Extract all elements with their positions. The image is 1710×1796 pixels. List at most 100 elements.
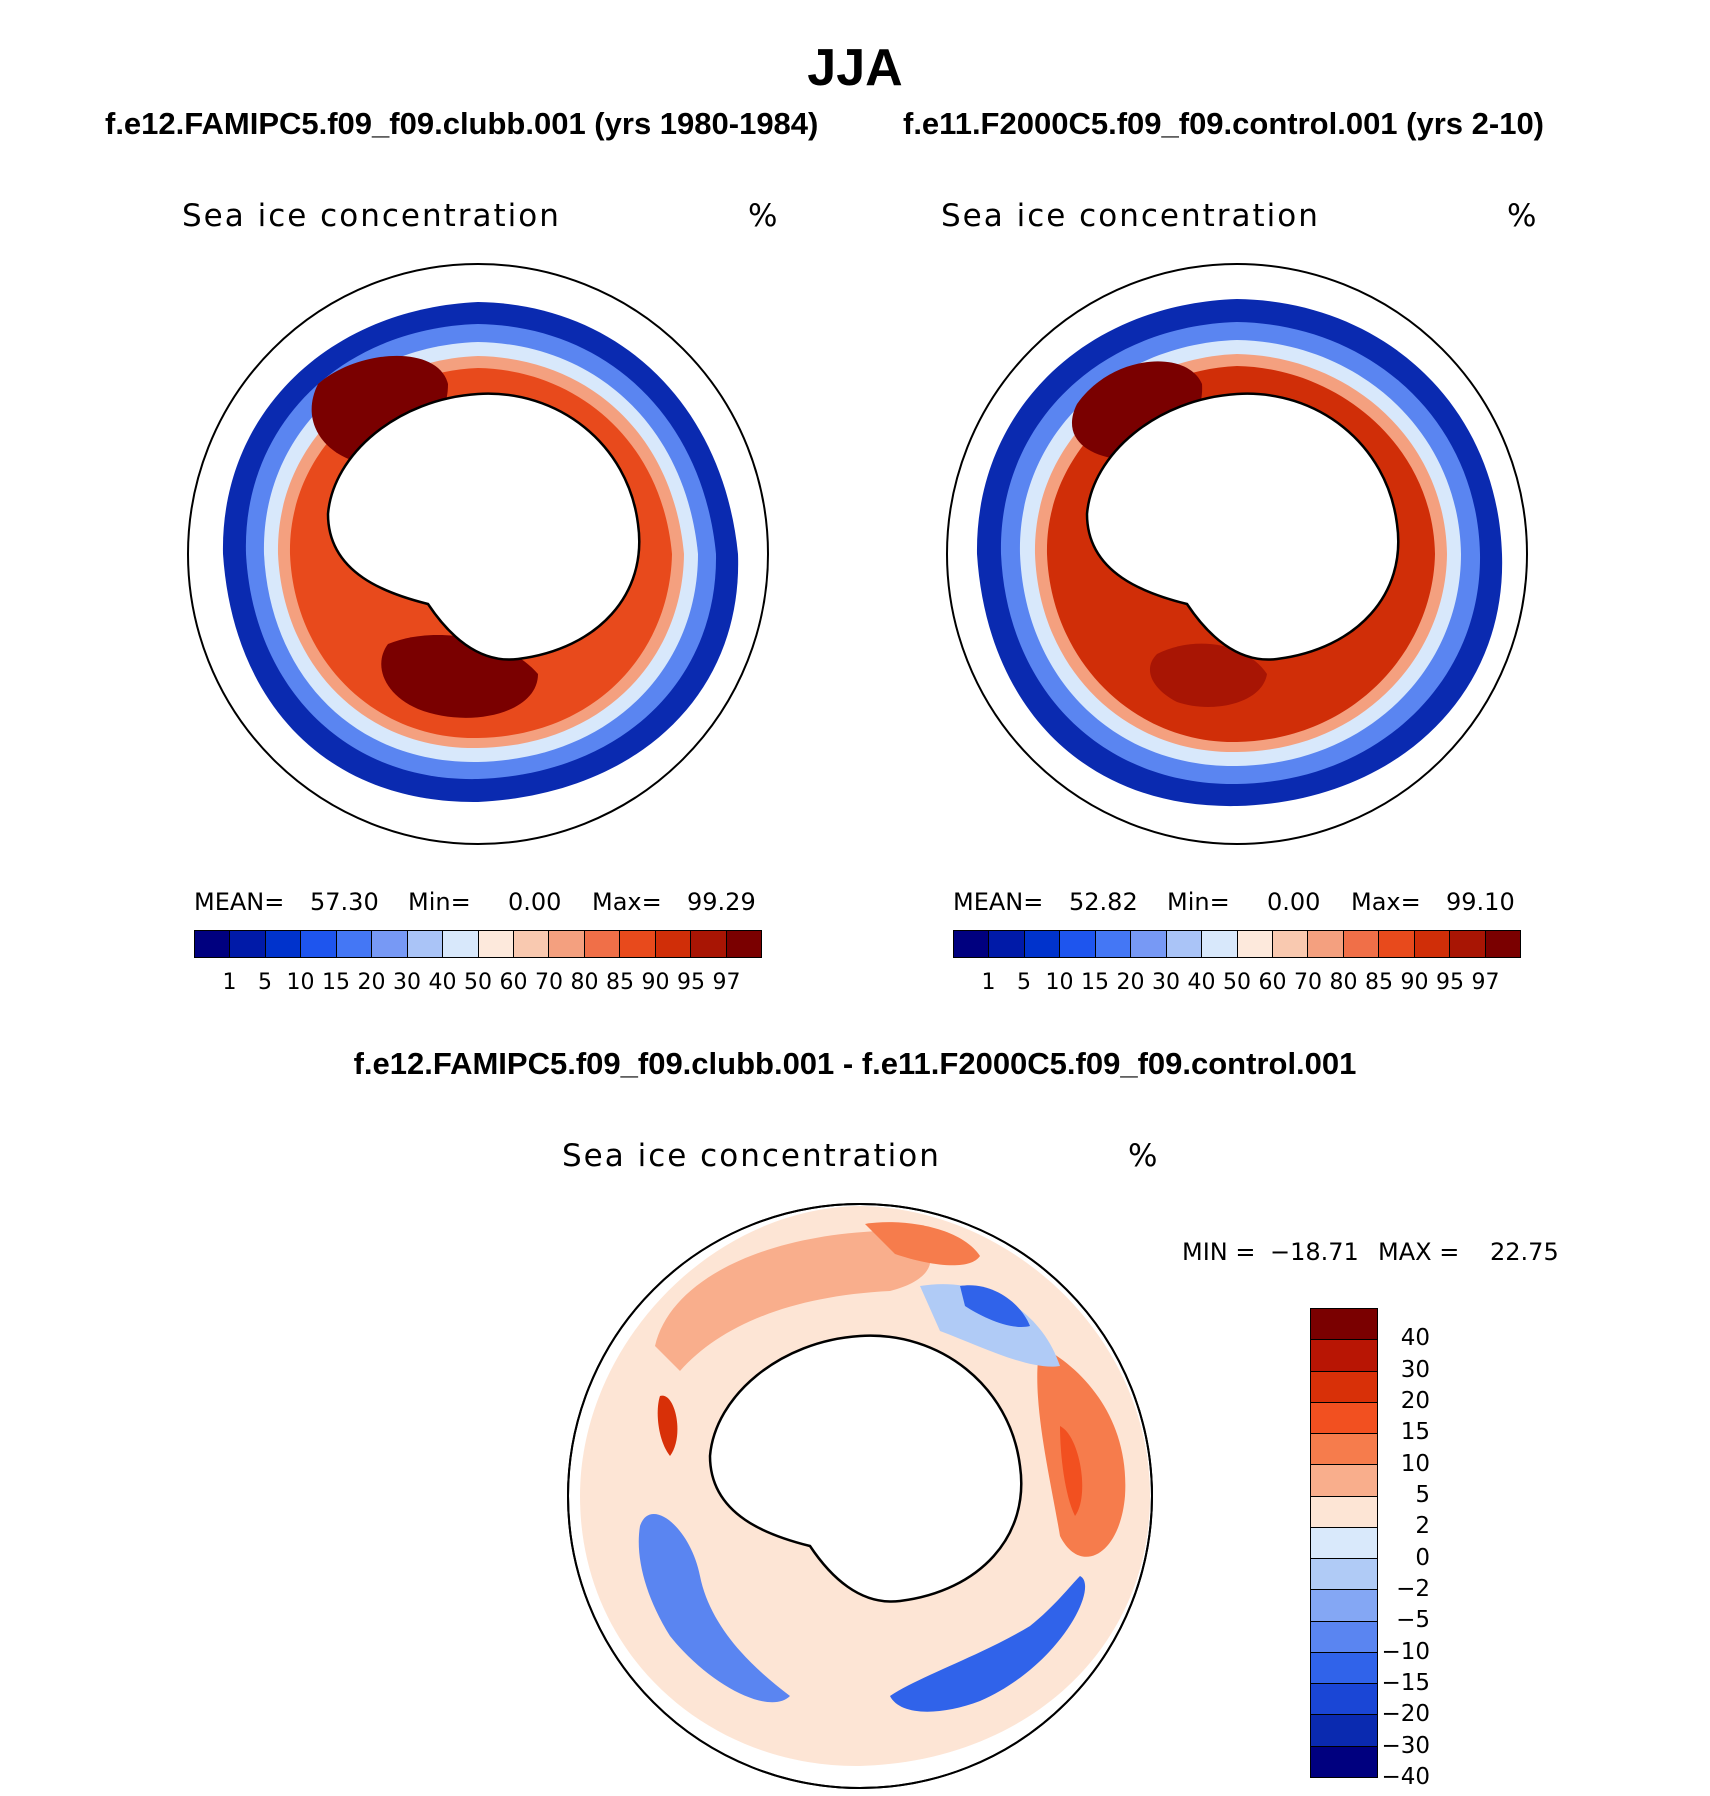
colorbar-swatch: [1308, 931, 1344, 957]
diff-panel-variable: Sea ice concentration: [562, 1138, 941, 1174]
panel-1-units: %: [748, 198, 778, 234]
colorbar-tick-label: −30: [1381, 1732, 1430, 1759]
colorbar-swatch: [1311, 1402, 1377, 1435]
panel-2-mean-value: 52.82: [1069, 888, 1138, 916]
colorbar-tick-label: 85: [606, 970, 634, 995]
panel-1-mean-label: MEAN=: [194, 888, 285, 916]
colorbar-swatch: [1311, 1309, 1377, 1341]
colorbar-tick-label: 20: [1400, 1388, 1430, 1414]
panel-1-max-label: Max=: [592, 888, 662, 916]
panel-1-polar-map: [187, 263, 769, 845]
panel-1-variable: Sea ice concentration: [182, 198, 561, 234]
panel-1-max-value: 99.29: [687, 888, 756, 916]
colorbar-tick-label: −15: [1381, 1670, 1430, 1696]
diff-max-value: 22.75: [1490, 1238, 1559, 1266]
colorbar-swatch: [336, 931, 373, 957]
diff-panel-title: f.e12.FAMIPC5.f09_f09.clubb.001 - f.e11.…: [353, 1046, 1357, 1081]
colorbar-tick-label: 97: [1471, 970, 1500, 995]
colorbar-swatch: [1237, 931, 1273, 957]
panel-2-colorbar: [953, 930, 1521, 958]
colorbar-swatch: [1272, 931, 1309, 957]
panel-2-units: %: [1507, 198, 1537, 234]
panel-1-title: f.e12.FAMIPC5.f09_f09.clubb.001 (yrs 198…: [105, 106, 819, 141]
panel-2-min-value: 0.00: [1267, 888, 1321, 916]
colorbar-swatch: [1485, 931, 1520, 957]
colorbar-swatch: [1095, 931, 1132, 957]
panel-1-min-value: 0.00: [508, 888, 562, 916]
colorbar-tick-label: 10: [1045, 970, 1074, 995]
colorbar-tick-label: −20: [1381, 1701, 1430, 1728]
colorbar-tick-label: 10: [286, 970, 315, 995]
colorbar-swatch: [1311, 1746, 1377, 1777]
colorbar-tick-label: 40: [428, 970, 457, 995]
colorbar-tick-label: 50: [1223, 970, 1251, 995]
colorbar-swatch: [1311, 1590, 1377, 1622]
colorbar-swatch: [301, 931, 337, 957]
colorbar-swatch: [1311, 1496, 1377, 1528]
diff-max-label: MAX =: [1378, 1238, 1460, 1266]
colorbar-swatch: [1343, 931, 1380, 957]
colorbar-tick-label: −40: [1381, 1764, 1430, 1790]
panel-2-max-label: Max=: [1351, 888, 1421, 916]
colorbar-tick-label: 30: [1152, 970, 1180, 995]
colorbar-swatch: [1414, 931, 1451, 957]
colorbar-swatch: [1311, 1527, 1377, 1560]
colorbar-tick-label: 10: [1400, 1450, 1430, 1477]
colorbar-swatch: [1202, 931, 1238, 957]
colorbar-swatch: [1311, 1371, 1377, 1403]
colorbar-swatch: [655, 931, 692, 957]
colorbar-swatch: [1311, 1434, 1377, 1466]
colorbar-swatch: [620, 931, 656, 957]
colorbar-tick-label: −10: [1381, 1638, 1430, 1665]
colorbar-tick-label: 1: [981, 970, 996, 995]
colorbar-tick-label: 90: [1400, 970, 1429, 995]
colorbar-tick-label: 1: [222, 970, 237, 995]
colorbar-swatch: [954, 931, 990, 957]
colorbar-swatch: [1311, 1715, 1377, 1747]
colorbar-tick-label: 0: [1415, 1544, 1430, 1571]
diff-min-value: −18.71: [1270, 1238, 1359, 1266]
panel-2-max-value: 99.10: [1446, 888, 1515, 916]
colorbar-swatch: [372, 931, 408, 957]
colorbar-swatch: [1131, 931, 1167, 957]
colorbar-swatch: [195, 931, 231, 957]
colorbar-swatch: [1450, 931, 1486, 957]
colorbar-swatch: [407, 931, 444, 957]
colorbar-tick-label: 90: [641, 970, 670, 995]
colorbar-swatch: [584, 931, 621, 957]
panel-2-min-label: Min=: [1167, 888, 1230, 916]
colorbar-tick-label: 5: [258, 970, 272, 995]
panel-1-min-label: Min=: [408, 888, 471, 916]
colorbar-swatch: [1311, 1684, 1377, 1716]
colorbar-swatch: [549, 931, 585, 957]
colorbar-tick-label: 30: [393, 970, 421, 995]
colorbar-swatch: [478, 931, 514, 957]
colorbar-swatch: [265, 931, 302, 957]
colorbar-tick-label: 40: [1400, 1325, 1430, 1352]
colorbar-swatch: [513, 931, 550, 957]
colorbar-swatch: [443, 931, 479, 957]
colorbar-tick-label: 97: [712, 970, 741, 995]
colorbar-swatch: [726, 931, 761, 957]
colorbar-tick-label: 95: [677, 970, 705, 995]
panel-2-title: f.e11.F2000C5.f09_f09.control.001 (yrs 2…: [903, 106, 1545, 141]
colorbar-swatch: [1311, 1559, 1377, 1591]
colorbar-tick-label: 80: [1329, 970, 1358, 995]
colorbar-swatch: [1311, 1465, 1377, 1497]
colorbar-tick-label: 50: [464, 970, 492, 995]
colorbar-swatch: [1311, 1652, 1377, 1685]
panel-2-variable: Sea ice concentration: [941, 198, 1320, 234]
colorbar-tick-label: 5: [1415, 1482, 1430, 1508]
panel-2-polar-map: [946, 263, 1528, 845]
colorbar-tick-label: 15: [1400, 1419, 1430, 1446]
colorbar-tick-label: 80: [570, 970, 599, 995]
colorbar-tick-label: 60: [499, 970, 528, 995]
panel-1-mean-value: 57.30: [310, 888, 379, 916]
colorbar-swatch: [1311, 1340, 1377, 1372]
colorbar-swatch: [691, 931, 727, 957]
colorbar-tick-label: −2: [1396, 1576, 1430, 1602]
diff-colorbar: [1310, 1308, 1378, 1778]
colorbar-tick-label: 15: [1081, 970, 1109, 995]
colorbar-tick-label: −5: [1396, 1607, 1430, 1634]
colorbar-tick-label: 15: [322, 970, 350, 995]
